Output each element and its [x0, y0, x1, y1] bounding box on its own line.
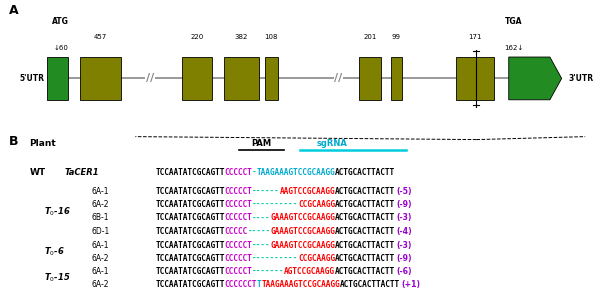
Polygon shape: [509, 57, 562, 100]
Text: B: B: [9, 135, 19, 148]
Text: ----------: ----------: [252, 200, 299, 209]
Text: CCGCAAGG: CCGCAAGG: [298, 254, 335, 263]
Text: 6B-1: 6B-1: [91, 214, 109, 222]
Text: //: //: [334, 73, 343, 83]
Text: (-3): (-3): [397, 241, 412, 250]
Text: 162↓: 162↓: [504, 45, 523, 51]
Text: A: A: [9, 4, 19, 17]
Bar: [359, 57, 381, 100]
Text: GAAAGTCCGCAAGG: GAAAGTCCGCAAGG: [271, 227, 335, 236]
Text: GAAAGTCCGCAAGG: GAAAGTCCGCAAGG: [271, 214, 335, 222]
Text: CCCCCT: CCCCCT: [225, 241, 253, 250]
Text: (-6): (-6): [397, 267, 412, 276]
Text: ACTGCACTTACTT: ACTGCACTTACTT: [335, 254, 395, 263]
Text: 6A-2: 6A-2: [91, 200, 109, 209]
Text: 201: 201: [363, 34, 377, 40]
Text: -: -: [252, 168, 257, 177]
Text: //: //: [146, 73, 154, 83]
Text: ↓60: ↓60: [53, 45, 68, 51]
Text: 6A-1: 6A-1: [91, 241, 109, 250]
Bar: [391, 57, 402, 100]
Text: TAAGAAAGTCCGCAAGG: TAAGAAAGTCCGCAAGG: [262, 280, 340, 289]
Text: PAM: PAM: [252, 138, 272, 148]
Text: T$_0$-16: T$_0$-16: [44, 205, 71, 218]
Text: TCCAATATCGCAGTT: TCCAATATCGCAGTT: [156, 267, 226, 276]
Text: (-3): (-3): [397, 214, 412, 222]
Bar: [47, 57, 68, 100]
Text: CCGCAAGG: CCGCAAGG: [298, 200, 335, 209]
Text: (-9): (-9): [397, 200, 412, 209]
Text: (-4): (-4): [397, 227, 412, 236]
Text: (-5): (-5): [397, 187, 412, 196]
Text: ACTGCACTTACTT: ACTGCACTTACTT: [335, 214, 395, 222]
Text: -----: -----: [248, 227, 271, 236]
Text: T$_0$-6: T$_0$-6: [44, 246, 65, 258]
Text: TCCAATATCGCAGTT: TCCAATATCGCAGTT: [156, 187, 226, 196]
Text: TAAGAAAGTCCGCAAGG: TAAGAAAGTCCGCAAGG: [257, 168, 335, 177]
Text: ACTGCACTTACTT: ACTGCACTTACTT: [335, 267, 395, 276]
Text: 5'UTR: 5'UTR: [19, 74, 44, 83]
Text: 6D-1: 6D-1: [91, 227, 110, 236]
Text: sgRNA: sgRNA: [317, 138, 348, 148]
Text: AAGTCCGCAAGG: AAGTCCGCAAGG: [280, 187, 335, 196]
Text: CCCCCT: CCCCCT: [225, 214, 253, 222]
Text: 6A-1: 6A-1: [91, 187, 109, 196]
Text: CCCCCT: CCCCCT: [225, 200, 253, 209]
Text: AGTCCGCAAGG: AGTCCGCAAGG: [284, 267, 335, 276]
Text: 99: 99: [392, 34, 401, 40]
Text: 457: 457: [94, 34, 107, 40]
Text: ACTGCACTTACTT: ACTGCACTTACTT: [335, 227, 395, 236]
Text: CCCCCT: CCCCCT: [225, 168, 253, 177]
Text: T: T: [257, 280, 262, 289]
Text: TCCAATATCGCAGTT: TCCAATATCGCAGTT: [156, 227, 226, 236]
Text: (-9): (-9): [397, 254, 412, 263]
Text: TGA: TGA: [505, 17, 522, 26]
Text: ACTGCACTTACTT: ACTGCACTTACTT: [335, 187, 395, 196]
Text: 382: 382: [235, 34, 248, 40]
Text: CCCCCT: CCCCCT: [225, 254, 253, 263]
Text: (+1): (+1): [401, 280, 421, 289]
Text: ACTGCACTTACTT: ACTGCACTTACTT: [335, 200, 395, 209]
Text: -------: -------: [252, 267, 284, 276]
Text: CCCCCT: CCCCCT: [225, 187, 253, 196]
Text: TCCAATATCGCAGTT: TCCAATATCGCAGTT: [156, 214, 226, 222]
Text: GAAAGTCCGCAAGG: GAAAGTCCGCAAGG: [271, 241, 335, 250]
Text: 6A-2: 6A-2: [91, 280, 109, 289]
Text: 220: 220: [190, 34, 204, 40]
Text: Plant: Plant: [29, 138, 56, 148]
Text: TCCAATATCGCAGTT: TCCAATATCGCAGTT: [156, 254, 226, 263]
Text: CCCCCT: CCCCCT: [225, 267, 253, 276]
Text: T$_0$-15: T$_0$-15: [44, 272, 71, 284]
Text: TaCER1: TaCER1: [65, 168, 100, 177]
Text: ----: ----: [252, 214, 271, 222]
Text: 6A-2: 6A-2: [91, 254, 109, 263]
Text: 108: 108: [265, 34, 278, 40]
Bar: [265, 57, 278, 100]
Text: CCCCCCT: CCCCCCT: [225, 280, 257, 289]
Text: WT: WT: [29, 168, 46, 177]
Bar: [79, 57, 121, 100]
Bar: [456, 57, 494, 100]
Text: 6A-1: 6A-1: [91, 267, 109, 276]
Text: ------: ------: [252, 187, 280, 196]
Text: TCCAATATCGCAGTT: TCCAATATCGCAGTT: [156, 241, 226, 250]
Text: TCCAATATCGCAGTT: TCCAATATCGCAGTT: [156, 280, 226, 289]
Text: ACTGCACTTACTT: ACTGCACTTACTT: [335, 168, 395, 177]
Text: ATG: ATG: [52, 17, 69, 26]
Text: ----: ----: [252, 241, 271, 250]
Text: ----------: ----------: [252, 254, 299, 263]
Text: 3'UTR: 3'UTR: [569, 74, 594, 83]
Text: TCCAATATCGCAGTT: TCCAATATCGCAGTT: [156, 200, 226, 209]
Text: CCCCC: CCCCC: [225, 227, 248, 236]
Text: ACTGCACTTACTT: ACTGCACTTACTT: [340, 280, 400, 289]
Text: TCCAATATCGCAGTT: TCCAATATCGCAGTT: [156, 168, 226, 177]
Bar: [182, 57, 212, 100]
Text: 171: 171: [468, 34, 481, 40]
Text: ACTGCACTTACTT: ACTGCACTTACTT: [335, 241, 395, 250]
Bar: [224, 57, 259, 100]
